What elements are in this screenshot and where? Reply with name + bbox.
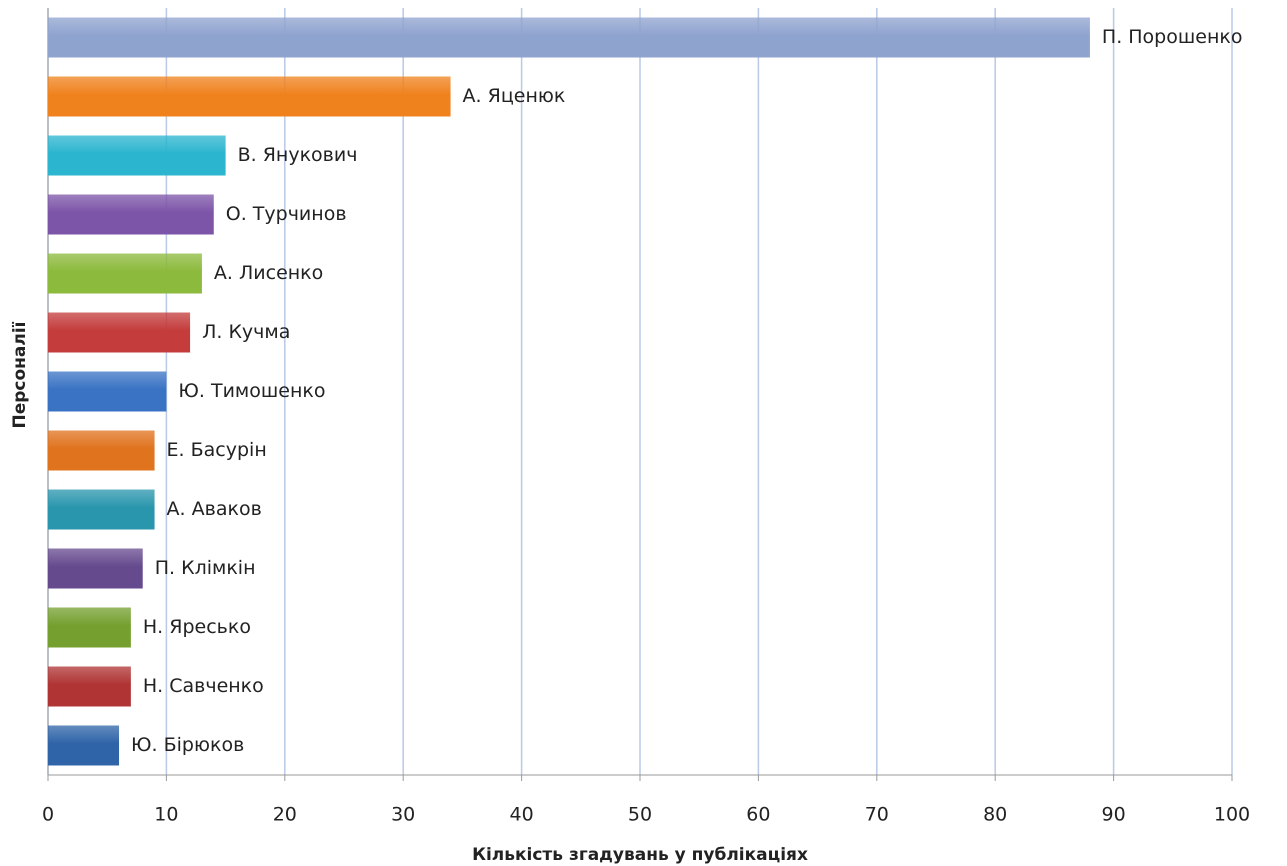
x-tick-label: 20 (273, 804, 297, 826)
x-tick-label: 90 (1102, 804, 1126, 826)
bar-label: Л. Кучма (202, 321, 290, 343)
bar (48, 135, 226, 176)
x-tick-label: 100 (1214, 804, 1250, 826)
bar (48, 607, 131, 648)
bar (48, 666, 131, 707)
bar-label: О. Турчинов (226, 203, 347, 225)
bar-label: А. Аваков (167, 498, 262, 520)
bar-label: Н. Яресько (143, 616, 251, 638)
x-tick-label: 30 (391, 804, 415, 826)
bar (48, 312, 191, 353)
x-tick-label: 50 (628, 804, 652, 826)
bar-label: Н. Савченко (143, 675, 264, 697)
x-tick-label: 70 (865, 804, 889, 826)
bar (48, 194, 214, 235)
y-axis-title: Персоналії (10, 321, 30, 428)
bar (48, 17, 1090, 58)
bar-label: Ю. Тимошенко (178, 380, 325, 402)
x-tick-label: 80 (983, 804, 1007, 826)
bar-label: Е. Басурін (167, 439, 267, 461)
x-tick-label: 60 (746, 804, 770, 826)
x-tick-label: 0 (42, 804, 54, 826)
bar-label: А. Лисенко (214, 262, 323, 284)
bar-label: В. Янукович (238, 144, 358, 166)
bar-label: П. Порошенко (1102, 26, 1243, 48)
bar (48, 76, 451, 117)
bar (48, 489, 155, 530)
x-tick-label: 10 (154, 804, 178, 826)
bar (48, 725, 120, 766)
x-tick-label: 40 (510, 804, 534, 826)
bar (48, 430, 155, 471)
bar-label: Ю. Бірюков (131, 734, 244, 756)
x-axis-title: Кількість згадувань у публікаціях (472, 845, 808, 865)
bar (48, 548, 143, 589)
bar-label: П. Клімкін (155, 557, 256, 579)
bar-label: А. Яценюк (463, 85, 566, 107)
bar (48, 253, 202, 294)
bar (48, 371, 167, 412)
